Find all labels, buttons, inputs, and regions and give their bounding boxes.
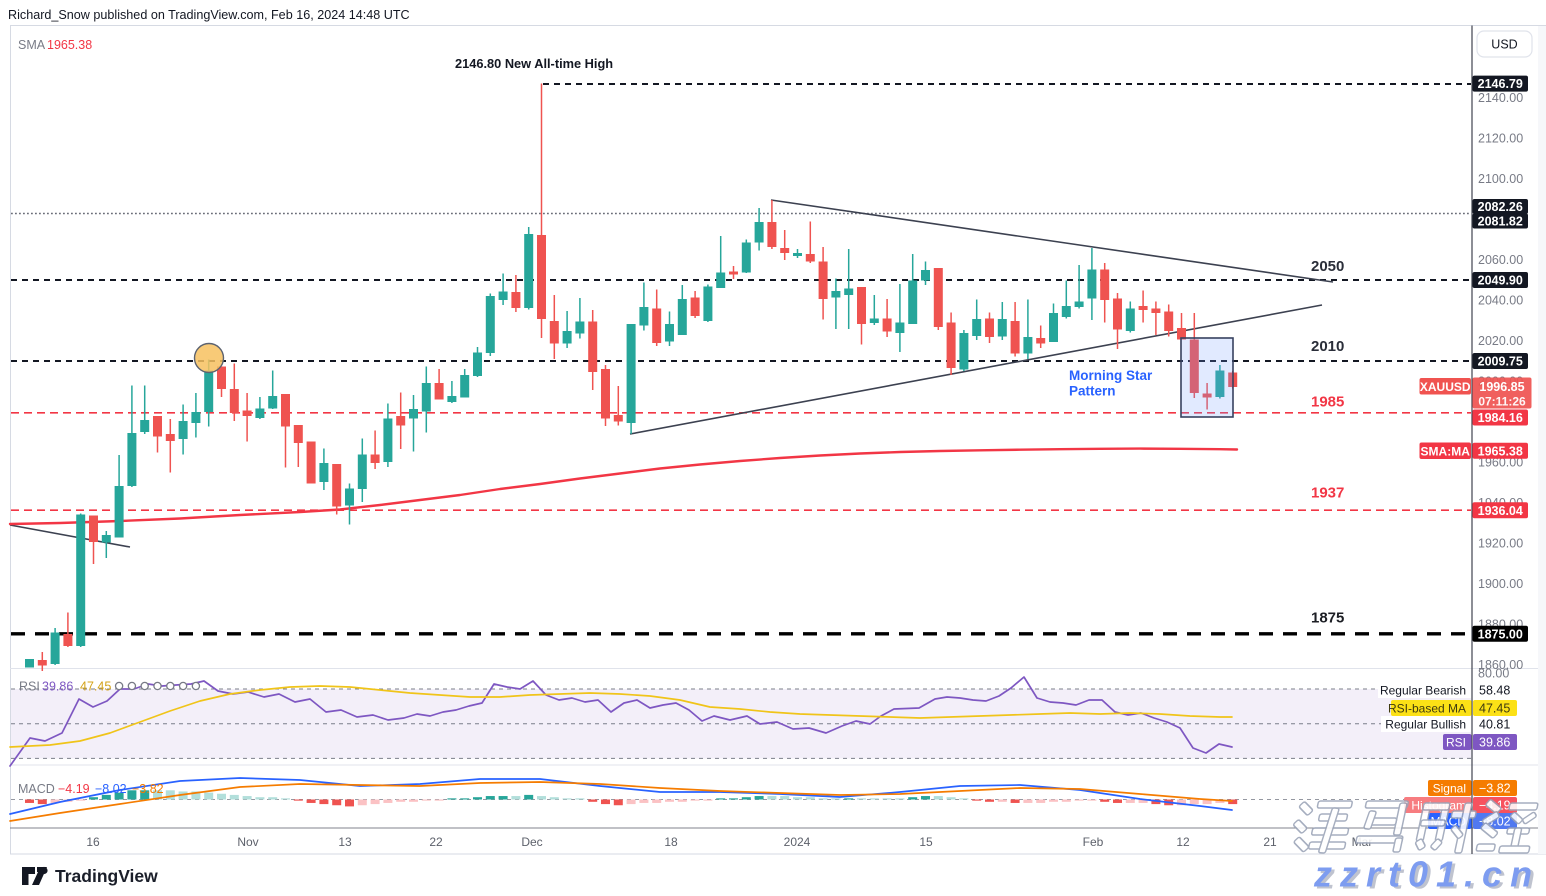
svg-text:Nov: Nov xyxy=(237,835,258,849)
svg-text:40.81: 40.81 xyxy=(1479,718,1510,732)
svg-text:1920.00: 1920.00 xyxy=(1478,536,1523,550)
svg-text:2010: 2010 xyxy=(1311,338,1344,355)
svg-text:39.86: 39.86 xyxy=(1479,736,1510,750)
svg-text:2146.79: 2146.79 xyxy=(1478,77,1523,91)
svg-text:1965.38: 1965.38 xyxy=(1478,444,1523,458)
svg-text:2050: 2050 xyxy=(1311,258,1344,275)
svg-text:Dec: Dec xyxy=(521,835,542,849)
svg-text:2009.75: 2009.75 xyxy=(1478,355,1523,369)
svg-text:12: 12 xyxy=(1176,835,1190,849)
svg-text:1984.16: 1984.16 xyxy=(1478,411,1523,425)
svg-text:Feb: Feb xyxy=(1083,835,1104,849)
svg-text:07:11:26: 07:11:26 xyxy=(1478,395,1526,409)
svg-text:2024: 2024 xyxy=(784,835,811,849)
svg-text:−3.82: −3.82 xyxy=(132,782,164,796)
svg-text:RSI: RSI xyxy=(19,680,40,694)
svg-text:15: 15 xyxy=(919,835,933,849)
svg-text:USD: USD xyxy=(1491,38,1517,52)
svg-text:1875.00: 1875.00 xyxy=(1478,627,1523,641)
svg-text:39.86: 39.86 xyxy=(42,680,73,694)
svg-text:1985: 1985 xyxy=(1311,394,1344,411)
svg-text:XAUUSD: XAUUSD xyxy=(1420,380,1471,394)
svg-text:Regular Bullish: Regular Bullish xyxy=(1385,718,1466,732)
svg-text:−8.02: −8.02 xyxy=(95,782,127,796)
svg-text:zzrt01.cn: zzrt01.cn xyxy=(1313,854,1540,892)
svg-text:Richard_Snow published on Trad: Richard_Snow published on TradingView.co… xyxy=(8,8,410,22)
svg-text:58.48: 58.48 xyxy=(1479,684,1510,698)
svg-text:SMA: SMA xyxy=(18,38,46,52)
svg-text:1965.38: 1965.38 xyxy=(47,38,92,52)
svg-text:2020.00: 2020.00 xyxy=(1478,334,1523,348)
svg-text:Regular Bearish: Regular Bearish xyxy=(1380,684,1466,698)
svg-text:SMA:MA: SMA:MA xyxy=(1421,444,1471,458)
svg-text:2081.82: 2081.82 xyxy=(1478,215,1523,229)
svg-text:MACD: MACD xyxy=(18,782,55,796)
svg-text:1936.04: 1936.04 xyxy=(1478,504,1523,518)
svg-text:2100.00: 2100.00 xyxy=(1478,172,1523,186)
svg-text:2049.90: 2049.90 xyxy=(1478,274,1523,288)
svg-text:2140.00: 2140.00 xyxy=(1478,91,1523,105)
svg-text:RSI: RSI xyxy=(1446,736,1466,750)
svg-text:2146.80 New All-time High: 2146.80 New All-time High xyxy=(455,56,613,71)
svg-text:1875: 1875 xyxy=(1311,610,1344,627)
svg-text:13: 13 xyxy=(338,835,352,849)
svg-text:22: 22 xyxy=(429,835,443,849)
svg-text:2040.00: 2040.00 xyxy=(1478,293,1523,307)
svg-text:16: 16 xyxy=(86,835,100,849)
svg-text:2120.00: 2120.00 xyxy=(1478,131,1523,145)
svg-text:47.45: 47.45 xyxy=(80,680,111,694)
svg-text:1900.00: 1900.00 xyxy=(1478,577,1523,591)
svg-text:−3.82: −3.82 xyxy=(1479,782,1511,796)
svg-text:80.00: 80.00 xyxy=(1478,667,1509,681)
svg-text:TradingView: TradingView xyxy=(55,866,158,886)
svg-text:18: 18 xyxy=(664,835,678,849)
svg-text:Pattern: Pattern xyxy=(1069,384,1116,399)
svg-text:1860.00: 1860.00 xyxy=(1478,658,1523,672)
svg-text:zzrt01.cn: zzrt01.cn xyxy=(1316,856,1543,892)
svg-text:1996.85: 1996.85 xyxy=(1479,380,1524,394)
svg-text:RSI-based MA: RSI-based MA xyxy=(1388,702,1466,716)
svg-text:47.45: 47.45 xyxy=(1479,702,1510,716)
svg-text:Morning Star: Morning Star xyxy=(1069,368,1153,383)
svg-text:2060.00: 2060.00 xyxy=(1478,253,1523,267)
svg-text:2082.26: 2082.26 xyxy=(1478,200,1523,214)
svg-text:1937: 1937 xyxy=(1311,485,1344,502)
svg-text:−4.19: −4.19 xyxy=(58,782,90,796)
svg-text:Signal: Signal xyxy=(1433,782,1466,796)
svg-text:21: 21 xyxy=(1263,835,1277,849)
